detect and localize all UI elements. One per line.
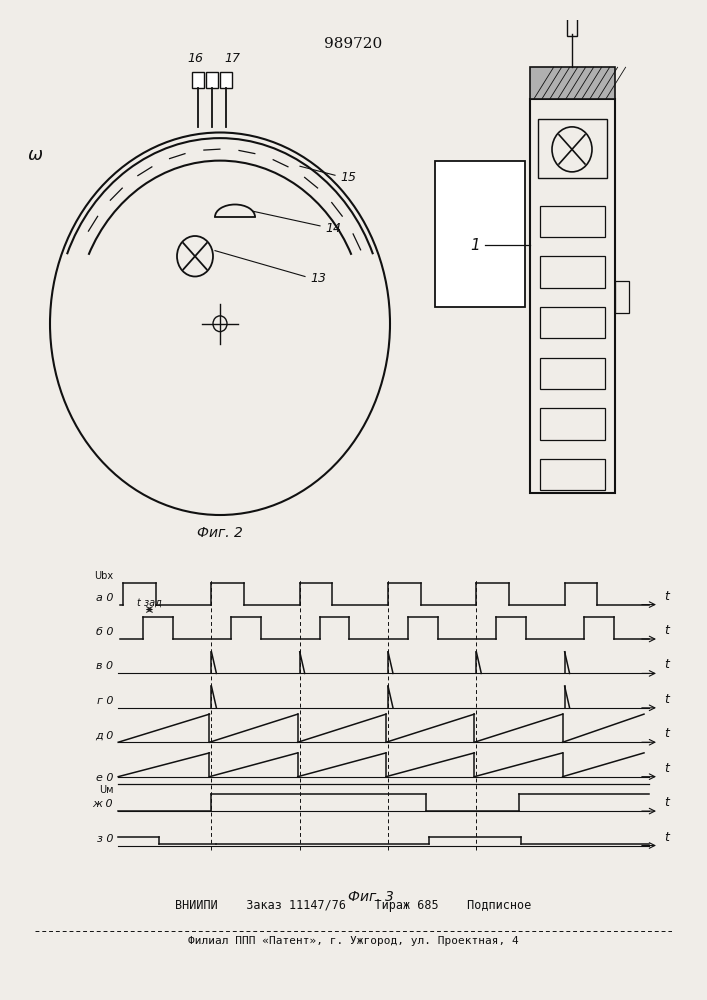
Text: t зад: t зад [137, 598, 162, 608]
Text: ж 0: ж 0 [93, 799, 113, 809]
Text: t: t [664, 658, 669, 671]
Text: Филиал ППП «Патент», г. Ужгород, ул. Проектная, 4: Филиал ППП «Патент», г. Ужгород, ул. Про… [188, 936, 519, 946]
Text: t: t [664, 624, 669, 637]
Text: t: t [664, 762, 669, 775]
Bar [530, 99, 615, 492]
Text: Uм: Uм [99, 785, 113, 795]
Bar [206, 72, 218, 88]
Text: а 0: а 0 [95, 593, 113, 603]
Bar [567, 15, 577, 36]
Bar [435, 161, 525, 307]
Bar [192, 72, 204, 88]
Text: в 0: в 0 [96, 661, 113, 671]
Text: 17: 17 [224, 52, 240, 65]
Bar [615, 281, 629, 312]
Text: t: t [664, 796, 669, 809]
Bar [538, 119, 607, 178]
Text: ω: ω [28, 146, 42, 164]
Text: 15: 15 [340, 171, 356, 184]
Text: д 0: д 0 [95, 730, 113, 740]
Text: Фиг. 3: Фиг. 3 [349, 890, 394, 904]
Bar [540, 459, 605, 490]
Text: t: t [664, 727, 669, 740]
Text: г 0: г 0 [97, 696, 113, 706]
Text: е 0: е 0 [95, 773, 113, 783]
Text: 13: 13 [310, 272, 326, 285]
Text: з 0: з 0 [97, 834, 113, 844]
Text: ВНИИПИ    Заказ 11147/76    Тираж 685    Подписное: ВНИИПИ Заказ 11147/76 Тираж 685 Подписно… [175, 898, 532, 912]
Text: б 0: б 0 [95, 627, 113, 637]
Text: t: t [664, 831, 669, 844]
Text: Ubx: Ubx [94, 571, 113, 581]
Text: 989720: 989720 [324, 37, 382, 51]
Text: t: t [664, 693, 669, 706]
Bar [540, 307, 605, 338]
Bar [540, 206, 605, 237]
Text: t: t [664, 590, 669, 603]
Text: 1: 1 [470, 237, 480, 252]
Bar [540, 358, 605, 389]
Bar [530, 67, 615, 99]
Bar [540, 408, 605, 440]
Bar [540, 256, 605, 288]
Text: 16: 16 [187, 52, 203, 65]
Bar [220, 72, 232, 88]
Text: 14: 14 [325, 222, 341, 235]
Text: Фиг. 2: Фиг. 2 [197, 526, 243, 540]
